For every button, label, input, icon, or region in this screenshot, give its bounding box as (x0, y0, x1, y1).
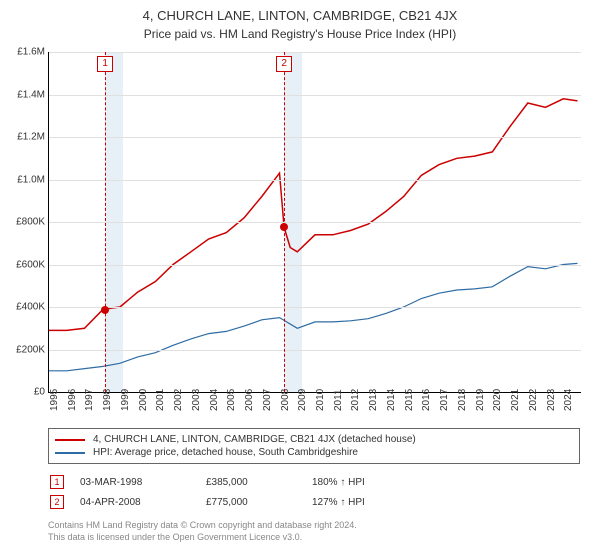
y-axis-label: £0 (3, 387, 45, 398)
marker-dot (280, 223, 288, 231)
sale-marker-box: 2 (50, 495, 64, 509)
sale-date: 04-APR-2008 (80, 497, 190, 508)
marker-line (105, 52, 106, 392)
footnote-line1: Contains HM Land Registry data © Crown c… (48, 520, 357, 530)
y-axis-label: £800K (3, 217, 45, 228)
x-axis-label: 1995 (49, 389, 60, 411)
x-axis-label: 2016 (421, 389, 432, 411)
marker-line (284, 52, 285, 392)
x-axis-label: 2013 (368, 389, 379, 411)
x-axis-label: 2001 (155, 389, 166, 411)
x-axis-label: 2014 (386, 389, 397, 411)
legend-row: HPI: Average price, detached house, Sout… (55, 446, 573, 459)
gridline-h (49, 350, 581, 351)
sale-row: 1 03-MAR-1998 £385,000 180% ↑ HPI (48, 472, 580, 492)
chart-plot-area: £0£200K£400K£600K£800K£1.0M£1.2M£1.4M£1.… (48, 52, 581, 393)
sale-hpi: 127% ↑ HPI (312, 497, 422, 508)
x-axis-label: 2007 (262, 389, 273, 411)
x-axis-label: 1999 (120, 389, 131, 411)
y-axis-label: £200K (3, 344, 45, 355)
y-axis-label: £1.0M (3, 174, 45, 185)
x-axis-label: 2022 (528, 389, 539, 411)
x-axis-label: 2017 (439, 389, 450, 411)
x-axis-label: 2009 (297, 389, 308, 411)
y-axis-label: £1.6M (3, 47, 45, 58)
x-axis-label: 2020 (492, 389, 503, 411)
x-axis-label: 2021 (510, 389, 521, 411)
x-axis-label: 2010 (315, 389, 326, 411)
gridline-h (49, 222, 581, 223)
x-axis-label: 2004 (209, 389, 220, 411)
gridline-h (49, 307, 581, 308)
y-axis-label: £1.2M (3, 132, 45, 143)
x-axis-label: 2015 (404, 389, 415, 411)
sale-row: 2 04-APR-2008 £775,000 127% ↑ HPI (48, 492, 580, 512)
marker-dot (101, 306, 109, 314)
footnote-line2: This data is licensed under the Open Gov… (48, 532, 302, 542)
y-axis-label: £400K (3, 302, 45, 313)
chart-subtitle: Price paid vs. HM Land Registry's House … (0, 23, 600, 49)
x-axis-label: 2024 (563, 389, 574, 411)
footnote: Contains HM Land Registry data © Crown c… (48, 520, 580, 543)
sale-hpi: 180% ↑ HPI (312, 477, 422, 488)
gridline-h (49, 180, 581, 181)
x-axis-label: 1997 (84, 389, 95, 411)
x-axis-label: 1998 (102, 389, 113, 411)
x-axis-label: 2005 (226, 389, 237, 411)
x-axis-label: 2006 (244, 389, 255, 411)
x-axis-label: 2018 (457, 389, 468, 411)
legend-swatch (55, 439, 85, 441)
x-axis-label: 2023 (546, 389, 557, 411)
x-axis-label: 2003 (191, 389, 202, 411)
sale-date: 03-MAR-1998 (80, 477, 190, 488)
sale-price: £385,000 (206, 477, 296, 488)
series-line-blue (49, 263, 578, 370)
legend: 4, CHURCH LANE, LINTON, CAMBRIDGE, CB21 … (48, 428, 580, 464)
x-axis-label: 2012 (350, 389, 361, 411)
marker-box: 1 (97, 56, 113, 72)
legend-row: 4, CHURCH LANE, LINTON, CAMBRIDGE, CB21 … (55, 433, 573, 446)
series-line-red (49, 99, 578, 331)
sale-marker-box: 1 (50, 475, 64, 489)
legend-label: HPI: Average price, detached house, Sout… (93, 447, 358, 458)
sales-table: 1 03-MAR-1998 £385,000 180% ↑ HPI 2 04-APR-20… (48, 472, 580, 512)
x-axis-label: 2002 (173, 389, 184, 411)
x-axis-label: 2008 (280, 389, 291, 411)
legend-swatch (55, 452, 85, 454)
x-axis-label: 2019 (475, 389, 486, 411)
gridline-h (49, 52, 581, 53)
x-axis-label: 2011 (333, 389, 344, 411)
sale-price: £775,000 (206, 497, 296, 508)
marker-box: 2 (276, 56, 292, 72)
x-axis-label: 2000 (138, 389, 149, 411)
gridline-h (49, 95, 581, 96)
legend-label: 4, CHURCH LANE, LINTON, CAMBRIDGE, CB21 … (93, 434, 416, 445)
y-axis-label: £1.4M (3, 89, 45, 100)
gridline-h (49, 137, 581, 138)
gridline-h (49, 265, 581, 266)
y-axis-label: £600K (3, 259, 45, 270)
chart-title: 4, CHURCH LANE, LINTON, CAMBRIDGE, CB21 … (0, 0, 600, 23)
x-axis-label: 1996 (67, 389, 78, 411)
